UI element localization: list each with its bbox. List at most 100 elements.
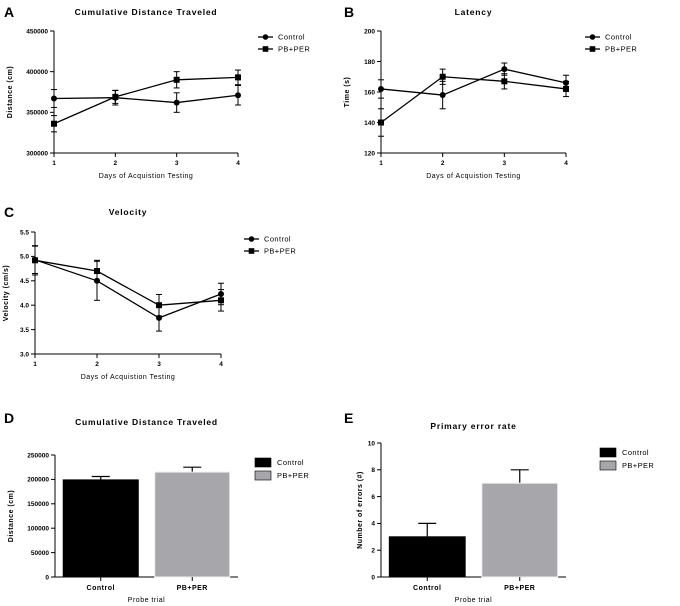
data-point	[439, 73, 446, 80]
panel-letter: A	[4, 4, 14, 20]
chart-title: Velocity	[109, 207, 148, 217]
y-tick-label: 120	[364, 150, 375, 157]
legend-label: Control	[278, 33, 305, 42]
legend: Control PB+PER	[244, 235, 296, 256]
data-point	[173, 99, 180, 106]
data-point	[94, 268, 100, 275]
legend-marker	[589, 34, 596, 40]
y-axis-label: Distance (cm)	[7, 66, 14, 118]
y-tick-label: 400000	[26, 69, 48, 76]
legend-swatch	[254, 470, 272, 481]
data-point	[218, 297, 224, 304]
data-point	[563, 85, 569, 92]
y-tick-label: 8	[371, 467, 375, 474]
x-tick-label: 4	[236, 160, 240, 167]
legend-label: PB+PER	[622, 461, 654, 470]
x-tick-label: 2	[441, 160, 445, 167]
data-point	[173, 76, 180, 83]
series-pb-per	[51, 69, 241, 133]
category-label: Control	[87, 585, 115, 592]
x-tick-label: 2	[95, 361, 99, 368]
data-point	[235, 92, 241, 99]
legend-label: Control	[264, 235, 291, 244]
y-tick-label: 160	[364, 89, 375, 96]
legend-label: Control	[277, 458, 304, 467]
legend-swatch	[254, 457, 272, 468]
y-tick-label: 5.0	[20, 254, 29, 261]
x-axis-label: Days of Acquistion Testing	[81, 374, 176, 381]
category-label: PB+PER	[177, 585, 208, 592]
y-tick-label: 300000	[26, 150, 48, 157]
x-tick-label: 3	[157, 361, 161, 368]
category-label: PB+PER	[504, 585, 535, 592]
x-tick-label: 1	[379, 160, 383, 167]
y-axis-label: Time (s)	[344, 77, 351, 108]
series-line	[34, 259, 222, 306]
legend-label: Control	[605, 33, 632, 42]
legend-marker	[248, 248, 255, 254]
y-tick-label: 4.5	[20, 278, 29, 285]
legend-marker	[262, 46, 269, 52]
panel-e: E Primary error rate 0 2 4 6 8 10 Control PB+PER P…	[344, 410, 654, 604]
y-tick-label: 180	[364, 59, 375, 66]
y-tick-label: 6	[371, 494, 375, 501]
x-tick-label: 1	[52, 160, 56, 167]
legend-marker	[589, 46, 596, 52]
y-tick-label: 50000	[31, 550, 49, 557]
x-axis-label: Probe trial	[455, 597, 492, 604]
data-point	[51, 95, 57, 102]
x-tick-label: 3	[175, 160, 179, 167]
legend-label: PB+PER	[277, 471, 309, 480]
data-point	[439, 92, 446, 99]
y-tick-label: 0	[45, 574, 49, 581]
chart-title: Latency	[455, 7, 493, 17]
bar-control	[62, 479, 139, 578]
data-point	[51, 120, 57, 127]
bar-pb-per	[481, 482, 559, 578]
x-axis-label: Days of Acquistion Testing	[99, 173, 194, 180]
legend-label: PB+PER	[264, 247, 296, 256]
y-tick-label: 200000	[27, 477, 49, 484]
data-point	[501, 78, 508, 85]
legend-swatch	[599, 460, 617, 471]
category-label: Control	[413, 585, 441, 592]
panel-letter: C	[4, 204, 14, 220]
series-line	[53, 76, 239, 125]
y-tick-label: 4	[371, 521, 375, 528]
series-pb-per	[378, 68, 569, 137]
data-point	[32, 257, 38, 264]
x-tick-label: 4	[564, 160, 568, 167]
x-tick-label: 3	[503, 160, 507, 167]
legend-marker	[262, 34, 269, 40]
legend-marker	[248, 236, 255, 242]
x-axis-label: Days of Acquistion Testing	[426, 173, 521, 180]
panel-letter: B	[344, 4, 354, 20]
y-tick-label: 200	[364, 28, 375, 35]
y-tick-label: 3.0	[20, 351, 29, 358]
panel-a: A Cumulative Distance Traveled 300000 35000…	[4, 4, 310, 180]
bar-control	[388, 536, 466, 578]
y-tick-label: 2	[371, 548, 375, 555]
y-axis-label: Velocity (cm/s)	[3, 265, 10, 322]
legend: Control PB+PER	[585, 33, 637, 54]
data-point	[501, 66, 508, 73]
data-point	[112, 93, 119, 100]
y-tick-label: 450000	[26, 28, 48, 35]
x-tick-label: 4	[219, 361, 223, 368]
y-tick-label: 350000	[26, 110, 48, 117]
chart-title: Cumulative Distance Traveled	[75, 7, 218, 17]
series-pb-per	[32, 245, 224, 317]
chart-title: Cumulative Distance Traveled	[75, 417, 218, 427]
x-axis-label: Probe trial	[128, 597, 165, 604]
data-point	[378, 85, 384, 92]
panel-c: C Velocity 3.0 3.5 4.0 4.5 5.0 5.5 1 2 3 4 Days of A…	[3, 204, 296, 381]
series-control	[51, 84, 241, 113]
panel-d: D Cumulative Distance Traveled 0 50000 10000…	[4, 410, 309, 604]
legend: Control PB+PER	[254, 457, 309, 481]
data-point	[235, 74, 241, 81]
y-tick-label: 140	[364, 120, 375, 127]
panel-letter: D	[4, 410, 14, 426]
legend-label: PB+PER	[605, 45, 637, 54]
legend-label: PB+PER	[278, 45, 310, 54]
